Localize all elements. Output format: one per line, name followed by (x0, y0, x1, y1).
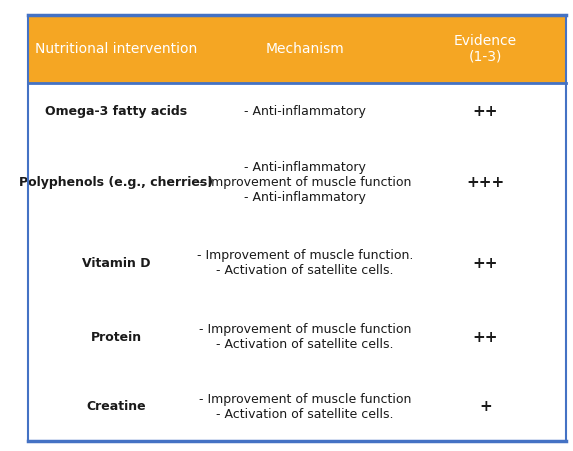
Text: +++: +++ (466, 175, 504, 190)
Text: Mechanism: Mechanism (266, 42, 344, 56)
Text: - Anti-inflammatory
- Improvement of muscle function
- Anti-inflammatory: - Anti-inflammatory - Improvement of mus… (199, 161, 411, 204)
Text: ++: ++ (473, 104, 498, 120)
Text: - Improvement of muscle function
- Activation of satellite cells.: - Improvement of muscle function - Activ… (199, 323, 411, 351)
FancyBboxPatch shape (28, 302, 566, 373)
Text: Omega-3 fatty acids: Omega-3 fatty acids (45, 106, 187, 118)
FancyBboxPatch shape (28, 224, 566, 302)
Text: - Improvement of muscle function
- Activation of satellite cells.: - Improvement of muscle function - Activ… (199, 393, 411, 421)
FancyBboxPatch shape (28, 83, 566, 141)
Text: +: + (479, 399, 492, 414)
Text: - Improvement of muscle function.
- Activation of satellite cells.: - Improvement of muscle function. - Acti… (197, 249, 413, 277)
Text: Protein: Protein (91, 331, 142, 344)
Text: Creatine: Creatine (87, 400, 146, 413)
Text: Vitamin D: Vitamin D (83, 257, 151, 270)
Text: Evidence
(1-3): Evidence (1-3) (454, 34, 517, 64)
Text: Polyphenols (e.g., cherries): Polyphenols (e.g., cherries) (19, 176, 214, 189)
Text: - Anti-inflammatory: - Anti-inflammatory (244, 106, 366, 118)
FancyBboxPatch shape (28, 141, 566, 224)
Text: ++: ++ (473, 330, 498, 345)
FancyBboxPatch shape (28, 15, 566, 83)
Text: Nutritional intervention: Nutritional intervention (36, 42, 198, 56)
Text: ++: ++ (473, 256, 498, 271)
FancyBboxPatch shape (28, 373, 566, 441)
